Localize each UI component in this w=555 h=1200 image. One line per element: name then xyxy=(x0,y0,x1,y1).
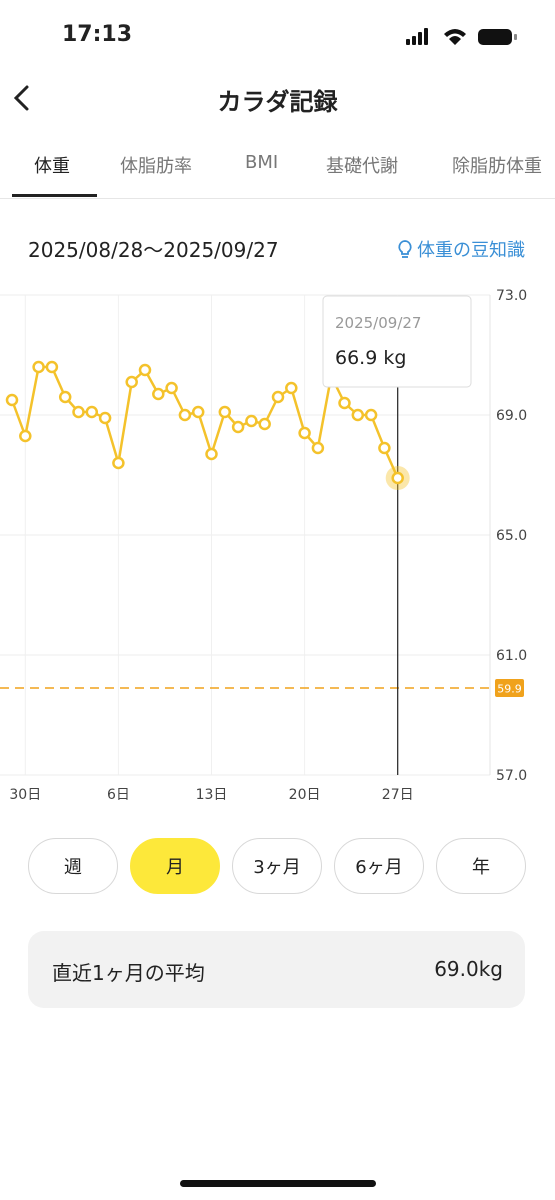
x-tick-label: 20日 xyxy=(289,787,321,803)
y-tick-label: 57.0 xyxy=(496,768,527,784)
tip-link[interactable]: 体重の豆知識 xyxy=(397,236,525,262)
data-point xyxy=(125,375,138,389)
data-point xyxy=(378,441,391,455)
x-tick-label: 30日 xyxy=(9,787,41,803)
x-tick-label: 27日 xyxy=(382,787,414,803)
data-point xyxy=(178,408,192,422)
tab-bar: 体重 体脂肪率 BMI 基礎代謝 除脂肪体重 xyxy=(0,150,555,199)
tab[interactable]: 除脂肪体重 xyxy=(452,156,542,177)
data-point xyxy=(138,363,152,377)
header-title: カラダ記録 xyxy=(217,88,338,116)
period-button[interactable]: 3ヶ月 xyxy=(232,838,322,894)
y-tick-label: 69.0 xyxy=(496,408,527,424)
status-time: 17:13 xyxy=(62,22,133,47)
tooltip-box xyxy=(322,295,472,388)
data-point xyxy=(85,405,99,419)
summary-label: 直近1ヶ月の平均 xyxy=(52,961,205,985)
data-point xyxy=(285,381,298,395)
back-button[interactable] xyxy=(10,84,34,112)
data-point xyxy=(311,441,325,455)
y-tick-label: 61.0 xyxy=(496,648,527,664)
period-button[interactable]: 月 xyxy=(130,838,220,894)
x-tick-label: 6日 xyxy=(107,787,130,803)
data-point xyxy=(112,456,125,470)
period-button[interactable]: 週 xyxy=(28,838,118,894)
tooltip-title: 2025/09/27 xyxy=(335,314,421,332)
summary-value: 69.0kg xyxy=(434,957,503,981)
data-point xyxy=(258,417,271,431)
data-point xyxy=(205,447,218,461)
period-button[interactable]: 年 xyxy=(436,838,526,894)
period-selector: 週月 3ヶ月 6ヶ月年 xyxy=(0,838,555,896)
data-point xyxy=(19,429,32,443)
weight-chart: 73.0 69.0 65.0 61.0 57.0 30日 6日 13日 20日 27日 59.9 20… xyxy=(0,288,527,803)
data-point xyxy=(58,390,72,404)
data-point xyxy=(45,360,59,374)
data-point xyxy=(152,387,165,401)
bulb-icon xyxy=(398,240,412,258)
data-point xyxy=(271,390,285,404)
tab-indicator xyxy=(12,194,97,197)
tooltip-value: 66.9 kg xyxy=(335,347,406,369)
data-point xyxy=(245,414,258,428)
data-point xyxy=(32,360,45,374)
target-label: 59.9 xyxy=(497,683,522,696)
y-tick-label: 65.0 xyxy=(496,528,527,544)
x-tick-label: 13日 xyxy=(196,787,228,803)
data-point xyxy=(165,381,178,395)
data-point xyxy=(218,405,232,419)
status-icons xyxy=(406,28,517,45)
data-point xyxy=(364,408,378,422)
tab[interactable]: 基礎代謝 xyxy=(326,156,398,177)
target-badge xyxy=(495,679,524,697)
data-point xyxy=(191,405,205,419)
tab[interactable]: 体重 xyxy=(34,156,70,177)
period-button[interactable]: 6ヶ月 xyxy=(334,838,424,894)
data-point xyxy=(72,405,85,419)
tip-text[interactable]: 体重の豆知識 xyxy=(417,240,525,261)
date-range: 2025/08/28～2025/09/27 xyxy=(28,238,279,262)
data-point xyxy=(98,411,112,425)
data-point xyxy=(231,420,245,434)
data-point xyxy=(391,471,404,485)
tab[interactable]: 体脂肪率 xyxy=(120,156,192,177)
tab[interactable]: BMI xyxy=(245,152,279,173)
y-tick-label: 73.0 xyxy=(496,288,527,304)
home-indicator xyxy=(180,1180,376,1187)
data-point xyxy=(298,426,311,440)
data-point xyxy=(351,408,365,422)
data-point xyxy=(338,396,351,410)
data-point xyxy=(5,393,19,407)
summary-card: 直近1ヶ月の平均 69.0kg xyxy=(28,931,525,1008)
